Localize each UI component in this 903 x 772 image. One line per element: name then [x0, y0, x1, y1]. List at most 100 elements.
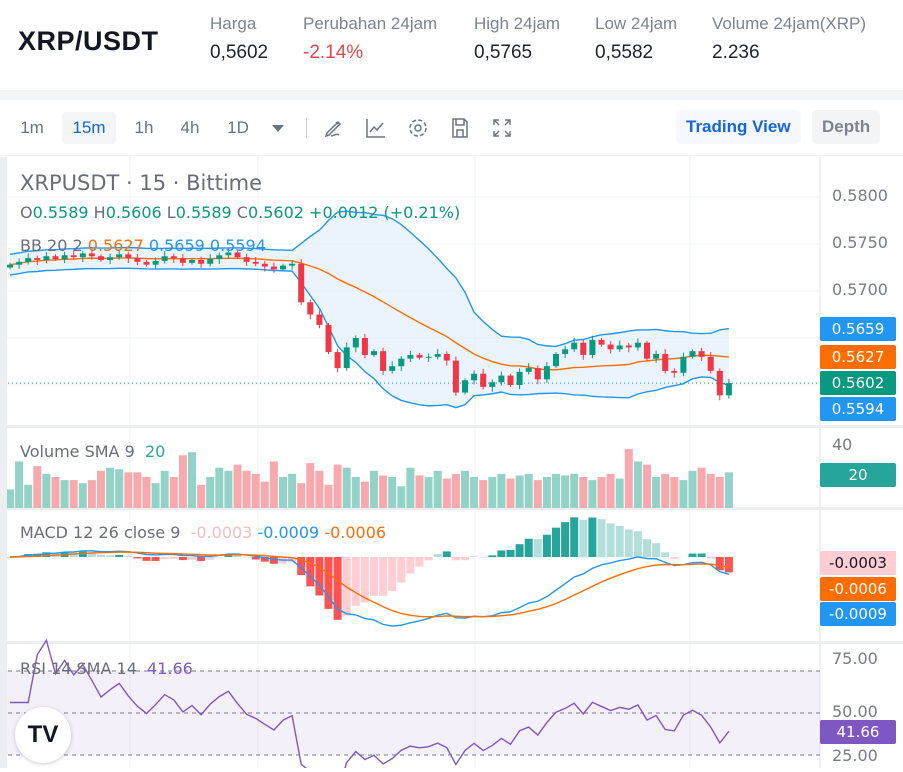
- candle: [471, 374, 477, 381]
- fullscreen-icon[interactable]: [490, 116, 514, 140]
- macd-histogram-bar: [206, 557, 214, 560]
- volume-bar: [243, 471, 251, 508]
- draw-pen-icon[interactable]: [322, 116, 346, 140]
- macd-histogram-bar: [352, 557, 360, 606]
- macd-histogram-bar: [124, 556, 132, 557]
- volume-bar: [315, 471, 323, 508]
- macd-histogram-bar: [516, 544, 524, 557]
- price-badge: 0.5602: [820, 371, 896, 395]
- macd-histogram-bar: [643, 539, 651, 557]
- candle: [98, 256, 104, 260]
- volume-bar: [461, 471, 469, 508]
- candle: [690, 351, 696, 357]
- candle: [562, 349, 568, 354]
- price-tick: 0.5750: [832, 233, 888, 252]
- volume-bar: [188, 452, 196, 508]
- volume-bar: [406, 468, 414, 508]
- volume-bar: [88, 480, 96, 508]
- macd-histogram-bar: [534, 539, 542, 557]
- macd-histogram-bar: [497, 551, 505, 557]
- volume-bar: [634, 462, 642, 509]
- high-value: 0.5606: [106, 203, 162, 222]
- volume-bar: [579, 477, 587, 508]
- volume-bar: [52, 477, 60, 508]
- timeframe-4h[interactable]: 4h: [172, 112, 208, 144]
- indicators-icon[interactable]: [364, 116, 388, 140]
- stat-4: Volume 24jam(XRP)2.236: [712, 14, 866, 64]
- close-label: C: [237, 203, 248, 222]
- volume-bar: [507, 479, 515, 508]
- macd-histogram-bar: [270, 557, 278, 564]
- volume-value: 20: [145, 442, 165, 461]
- view-1[interactable]: Depth: [812, 110, 880, 144]
- candle: [544, 366, 550, 379]
- candle: [316, 315, 322, 325]
- volume-bar: [570, 474, 578, 508]
- open-value: 0.5589: [33, 203, 89, 222]
- candle: [535, 368, 541, 379]
- timeframe-1m[interactable]: 1m: [14, 112, 50, 144]
- settings-gear-icon[interactable]: [406, 116, 430, 140]
- candle: [717, 371, 723, 395]
- candle: [71, 255, 77, 257]
- timeframe-15m[interactable]: 15m: [62, 112, 116, 144]
- macd-histogram-bar: [670, 557, 678, 559]
- macd-legend: MACD 12 26 close 9 -0.0003 -0.0009 -0.00…: [20, 523, 386, 542]
- candle: [362, 338, 368, 355]
- timeframe-1D[interactable]: 1D: [220, 112, 256, 144]
- candle: [189, 260, 195, 263]
- macd-histogram-bar: [161, 557, 169, 559]
- macd-histogram-bar: [188, 557, 196, 560]
- volume-bar: [206, 477, 214, 508]
- volume-bar: [106, 468, 114, 508]
- candle: [25, 258, 31, 262]
- macd-histogram-bar: [397, 557, 405, 583]
- volume-bar: [698, 468, 706, 508]
- macd-histogram-bar: [243, 557, 251, 558]
- macd-histogram-bar: [434, 554, 442, 557]
- candle: [162, 256, 168, 261]
- price-badge: 0.5627: [820, 345, 896, 369]
- candle: [298, 264, 304, 303]
- candle: [216, 255, 222, 259]
- volume-bar: [343, 468, 351, 508]
- volume-bar: [525, 474, 533, 508]
- macd-signal-line: [10, 552, 729, 617]
- candle: [335, 352, 341, 368]
- volume-bar: [15, 462, 23, 509]
- candle: [671, 371, 677, 373]
- chevron-down-icon[interactable]: [266, 116, 290, 140]
- candle: [635, 343, 641, 348]
- volume-bar: [6, 489, 14, 508]
- macd-histogram-bar: [507, 550, 515, 557]
- macd-histogram-bar: [561, 522, 569, 557]
- macd-histogram-bar: [97, 555, 105, 557]
- candle: [653, 354, 659, 359]
- volume-bar: [516, 475, 524, 508]
- volume-bar: [689, 471, 697, 508]
- candle: [353, 338, 359, 347]
- volume-bar: [707, 474, 715, 508]
- volume-bar: [725, 472, 733, 508]
- volume-bar: [325, 485, 333, 508]
- stat-value: 2.236: [712, 42, 866, 64]
- macd-histogram-bar: [588, 518, 596, 557]
- macd-histogram-bar: [707, 557, 715, 559]
- timeframe-1h[interactable]: 1h: [128, 112, 160, 144]
- macd-histogram-bar: [725, 557, 733, 572]
- macd-signal-badge: -0.0006: [820, 577, 896, 601]
- volume-bar: [443, 479, 451, 508]
- volume-bar: [161, 471, 169, 508]
- candle: [326, 325, 332, 352]
- tradingview-logo[interactable]: TV: [15, 707, 71, 763]
- volume-bar: [279, 477, 287, 508]
- candle: [7, 265, 13, 268]
- save-icon[interactable]: [448, 116, 472, 140]
- price-badge: 0.5594: [820, 397, 896, 421]
- macd-histogram-bar: [143, 557, 151, 561]
- candle: [708, 357, 714, 371]
- macd-histogram-bar: [689, 554, 697, 557]
- view-0[interactable]: Trading View: [676, 110, 801, 144]
